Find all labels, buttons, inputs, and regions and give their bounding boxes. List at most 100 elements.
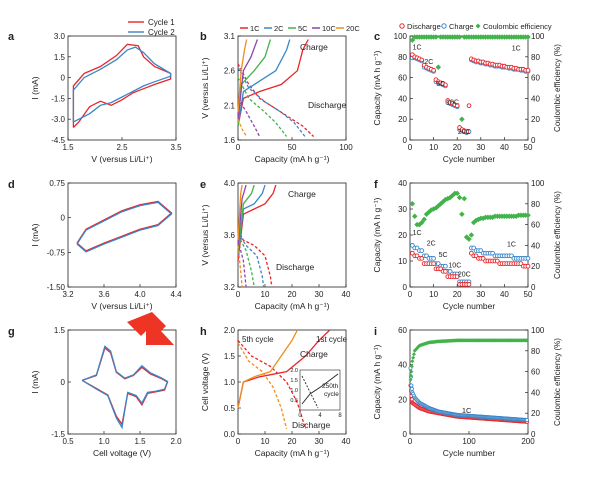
panel-f-ce-point [468, 232, 475, 238]
panel-b-ylabel: V (versus Li/Li⁺) [200, 57, 210, 118]
panel-f-ce-point [418, 219, 425, 226]
panel-c-frame [409, 35, 529, 141]
panel-h-ytick-label: 0.0 [224, 430, 236, 439]
panel-h-ylabel: Cell voltage (V) [200, 353, 210, 411]
panel-c-legend-label: Coulombic efficiency [483, 22, 552, 31]
panel-f-discharge-point [525, 263, 531, 269]
panel-f-letter: f [374, 179, 378, 191]
panel-g-ytick-label: 1.5 [54, 326, 66, 335]
panel-a-xlabel: V (versus Li/Li⁺) [91, 154, 152, 164]
panel-a-ytick-label: 0 [61, 74, 66, 83]
panel-i-ce-point [409, 369, 414, 374]
panel-f-xtick-label: 40 [500, 290, 509, 299]
panel-i-ylabel2: Coulombic efficiency (%) [553, 338, 562, 426]
panel-c-ytick2-label: 100 [531, 32, 545, 41]
panel-c-letter: c [374, 31, 380, 43]
panel-d-xtick-label: 3.2 [62, 290, 74, 299]
panel-d-ytick-label: -0.75 [47, 248, 66, 257]
panel-g-ytick-label: 0 [61, 378, 66, 387]
panel-h-inset-xtick-label: 8 [338, 413, 342, 419]
panel-b-discharge-label: Discharge [308, 100, 347, 110]
panel-c-xlabel: Cycle number [443, 154, 496, 164]
panel-i-ytick-label: 40 [398, 361, 407, 370]
panel-g-letter: g [8, 326, 15, 338]
panel-i-letter: i [374, 326, 377, 338]
panel-f-ce-point [466, 236, 472, 243]
panel-h-inset-xtick-label: 4 [318, 413, 322, 419]
panel-f-ytick2-label: 0 [531, 283, 536, 292]
panel-a-xtick-label: 1.5 [62, 143, 74, 152]
panel-h-xtick-label: 40 [342, 437, 351, 446]
panel-g-xtick-label: 1.5 [134, 437, 146, 446]
panel-c-legend-label: Discharge [407, 22, 441, 31]
panel-b-legend-label: 20C [346, 24, 360, 33]
panel-c-discharge-point [466, 103, 472, 109]
panel-f-ytick2-label: 100 [531, 179, 545, 188]
panel-c-ytick-label: 60 [398, 74, 407, 83]
panel-b-legend-label: 2C [274, 24, 284, 33]
panel-b-series-1 [237, 63, 315, 137]
panel-f-xtick-label: 10 [429, 290, 438, 299]
panel-b-ytick-label: 3.1 [224, 32, 236, 41]
panel-f-discharge-point [454, 274, 460, 279]
panel-a-ytick-label: 3.0 [54, 32, 66, 41]
panel-c-xtick-label: 50 [524, 143, 533, 152]
panel-f-ce-point [459, 211, 465, 218]
panel-c-ytick-label: 80 [398, 53, 407, 62]
panel-e-letter: e [200, 179, 206, 191]
panel-i-ytick-label: 20 [398, 395, 407, 404]
panel-f-discharge-point [419, 256, 425, 261]
panel-b-series-6 [237, 39, 259, 120]
panel-c-ce-point [409, 37, 416, 44]
panel-f-discharge-point [443, 269, 448, 274]
panel-f-ytick-label: 10 [398, 257, 407, 266]
panel-g-xtick-label: 1.0 [98, 437, 110, 446]
panel-b-charge-label: Charge [300, 42, 328, 52]
panel-b-xlabel: Capacity (mA h g⁻¹) [255, 154, 330, 164]
panel-c-legend-swatch [441, 23, 447, 29]
panel-b-series-9 [237, 118, 248, 137]
panel-c-discharge-point [464, 129, 469, 135]
panel-f-ytick-label: 30 [398, 205, 407, 214]
panel-i-rate-label: 1C [462, 406, 472, 415]
panel-a-ytick-label: -1.5 [51, 94, 65, 103]
panel-h-ytick-label: 2.0 [224, 326, 236, 335]
panel-e-series-4 [237, 184, 255, 251]
panel-c-xtick-label: 20 [453, 143, 462, 152]
panel-b-series-8 [237, 39, 248, 113]
panel-c-ylabel2: Coulombic efficiency (%) [553, 44, 562, 132]
panel-f-xlabel: Cycle number [443, 301, 496, 311]
panel-i-ce-point [408, 377, 413, 382]
panel-h-inset-ytick-label: 2.0 [290, 368, 298, 374]
panel-h-inset-label: 250th [322, 383, 339, 390]
panel-i-ce-point [410, 359, 415, 364]
panel-i-ytick2-label: 0 [531, 430, 536, 439]
panel-f-charge-point [419, 248, 425, 253]
panel-i-ce-point [411, 352, 416, 357]
panel-c-ytick2-label: 0 [531, 136, 536, 145]
panel-h-series-1 [237, 339, 307, 429]
panel-h-xtick-label: 0 [236, 437, 241, 446]
panel-h-letter: h [200, 326, 207, 338]
panel-f-rate-label: 1C [413, 230, 422, 237]
panel-e-charge-label: Charge [288, 189, 316, 199]
panel-i-ytick-label: 60 [398, 326, 407, 335]
panel-g-xtick-label: 2.0 [170, 437, 182, 446]
panel-i-ytick2-label: 20 [531, 409, 540, 418]
panel-g-ylabel: I (mA) [30, 370, 40, 393]
panel-b-frame [237, 35, 347, 141]
panel-c-discharge-point [454, 103, 460, 109]
panel-i-ytick2-label: 100 [531, 326, 545, 335]
panel-i-ytick2-label: 60 [531, 368, 540, 377]
panel-b-series-2 [237, 39, 291, 127]
panel-g-xtick-label: 0.5 [62, 437, 74, 446]
panel-h-5th-cycle-label: 5th cycle [242, 335, 274, 344]
panel-c-ytick-label: 20 [398, 115, 407, 124]
panel-i-xtick-label: 0 [408, 437, 413, 446]
panel-h-xtick-label: 10 [261, 437, 270, 446]
panel-f-ce-point [454, 190, 461, 197]
panel-h-xtick-label: 20 [288, 437, 297, 446]
panel-c-legend-label: Charge [449, 22, 474, 31]
